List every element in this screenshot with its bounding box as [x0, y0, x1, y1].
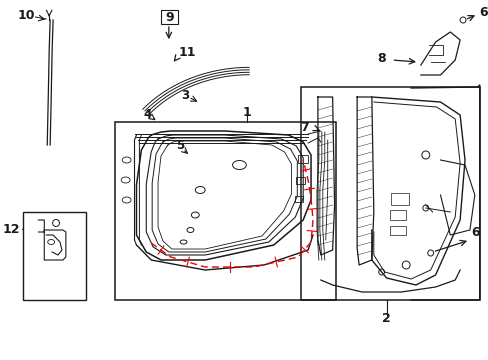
Text: 6: 6: [470, 225, 479, 239]
Text: 1: 1: [243, 105, 251, 118]
Text: 2: 2: [382, 311, 390, 324]
Text: 9: 9: [164, 10, 173, 23]
Circle shape: [402, 261, 409, 269]
Text: 5: 5: [176, 139, 184, 152]
Text: 12: 12: [2, 222, 20, 235]
Ellipse shape: [191, 212, 199, 218]
Ellipse shape: [186, 228, 193, 233]
Ellipse shape: [195, 186, 204, 194]
Text: 7: 7: [299, 121, 308, 134]
Bar: [115, 122, 335, 300]
Circle shape: [53, 220, 60, 226]
Bar: [22, 212, 86, 300]
Circle shape: [427, 250, 433, 256]
Circle shape: [378, 269, 384, 275]
Ellipse shape: [122, 197, 131, 203]
Text: 3: 3: [181, 89, 189, 102]
Bar: [391, 193, 408, 205]
Circle shape: [421, 151, 429, 159]
Ellipse shape: [180, 240, 186, 244]
Ellipse shape: [122, 157, 131, 163]
Ellipse shape: [48, 239, 55, 244]
Bar: [298, 155, 307, 163]
Bar: [301, 87, 479, 300]
Text: 4: 4: [143, 108, 151, 121]
Text: 8: 8: [377, 51, 385, 64]
Bar: [296, 177, 305, 184]
Text: 11: 11: [178, 45, 196, 59]
Bar: [390, 226, 406, 235]
Circle shape: [459, 17, 465, 23]
Bar: [161, 10, 177, 24]
Text: 6: 6: [478, 5, 487, 18]
Bar: [295, 196, 303, 202]
Ellipse shape: [121, 177, 130, 183]
Circle shape: [422, 205, 428, 211]
Ellipse shape: [232, 161, 246, 170]
Text: 10: 10: [18, 9, 35, 22]
Bar: [389, 210, 406, 220]
